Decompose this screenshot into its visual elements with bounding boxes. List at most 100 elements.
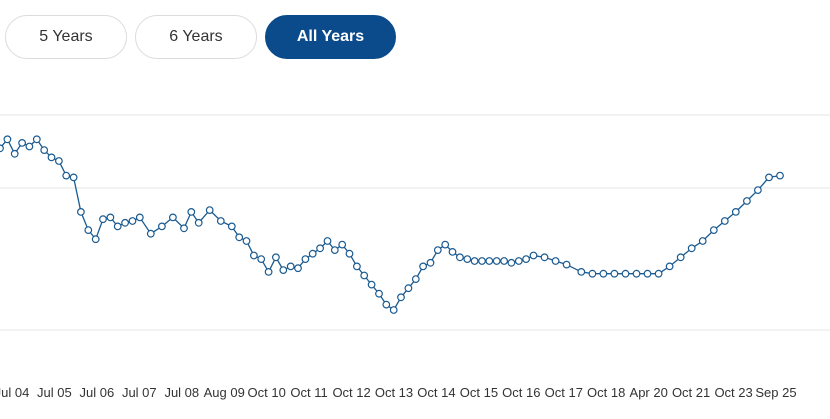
range-button-6-years[interactable]: 6 Years [135,15,257,59]
data-point[interactable] [32,135,41,144]
data-point[interactable] [632,269,641,278]
data-point[interactable] [665,262,674,271]
data-point[interactable] [0,144,4,153]
data-point[interactable] [146,229,155,238]
data-point[interactable] [106,213,115,222]
data-point[interactable] [478,257,486,265]
data-point[interactable] [754,186,762,195]
data-point[interactable] [257,255,266,264]
data-point[interactable] [187,207,196,216]
data-point[interactable] [709,226,718,235]
data-point[interactable] [419,262,428,271]
data-point[interactable] [776,171,784,180]
data-point[interactable] [84,226,93,235]
data-point[interactable] [375,289,383,298]
data-point[interactable] [456,253,464,262]
data-point[interactable] [18,138,27,147]
data-point[interactable] [323,237,332,245]
data-point[interactable] [249,251,258,260]
data-point[interactable] [411,275,420,284]
data-point[interactable] [338,240,347,249]
data-point[interactable] [135,213,144,222]
data-point[interactable] [10,149,19,158]
data-point[interactable] [316,244,325,253]
data-point[interactable] [551,257,560,265]
data-point[interactable] [47,153,56,162]
data-point[interactable] [621,269,630,278]
data-point[interactable] [643,269,652,278]
data-point[interactable] [485,257,494,265]
data-point[interactable] [765,173,773,182]
data-point[interactable] [404,284,413,293]
data-point[interactable] [168,213,177,222]
data-point[interactable] [308,249,317,258]
data-point[interactable] [426,258,435,267]
data-point[interactable] [157,222,166,231]
data-point[interactable] [194,218,203,227]
data-point[interactable] [382,300,391,309]
data-point[interactable] [562,260,571,269]
data-point[interactable] [687,244,696,253]
data-point[interactable] [522,255,530,264]
x-tick-label: Oct 15 [460,385,498,400]
data-point[interactable] [62,171,71,180]
data-point[interactable] [113,222,122,231]
data-point[interactable] [294,264,302,273]
data-point[interactable] [448,247,457,256]
data-point[interactable] [40,146,49,155]
data-point[interactable] [25,142,34,151]
data-point[interactable] [500,257,509,265]
x-tick-label: Oct 11 [290,385,327,400]
data-point[interactable] [205,206,214,215]
data-point[interactable] [397,293,405,302]
data-point[interactable] [698,237,707,245]
range-button-all-years[interactable]: All Years [265,15,396,59]
data-point[interactable] [279,266,288,275]
x-tick-label: Jul 05 [37,385,72,400]
data-point[interactable] [301,255,310,264]
data-point[interactable] [3,135,12,144]
data-point[interactable] [577,268,586,276]
data-point[interactable] [743,197,751,205]
data-point[interactable] [610,269,619,278]
data-point[interactable] [55,157,63,165]
data-point[interactable] [76,207,85,216]
data-point[interactable] [507,258,516,267]
data-point[interactable] [599,269,608,278]
data-point[interactable] [353,262,361,271]
data-point[interactable] [588,269,597,278]
data-point[interactable] [180,224,188,233]
x-tick-label: Oct 18 [587,385,625,400]
data-point[interactable] [69,173,78,182]
data-point[interactable] [345,249,354,258]
data-point[interactable] [514,257,523,265]
data-point[interactable] [470,257,479,265]
data-point[interactable] [330,246,339,255]
data-point[interactable] [264,268,273,276]
data-point[interactable] [654,269,663,278]
data-point[interactable] [272,253,280,262]
data-point[interactable] [433,246,442,255]
data-point[interactable] [529,251,538,260]
data-point[interactable] [731,207,740,216]
data-point[interactable] [242,237,251,245]
data-point[interactable] [235,233,244,242]
data-point[interactable] [91,235,100,244]
data-point[interactable] [216,217,225,225]
range-button-5-years[interactable]: 5 Years [5,15,127,59]
data-point[interactable] [286,262,295,271]
data-point[interactable] [121,218,129,227]
data-point[interactable] [492,257,501,265]
data-point[interactable] [227,222,236,231]
data-point[interactable] [463,255,472,264]
data-point[interactable] [389,306,398,314]
data-point[interactable] [441,240,450,249]
data-point[interactable] [360,271,369,280]
data-point[interactable] [99,215,107,224]
data-point[interactable] [128,217,137,225]
data-point[interactable] [720,217,729,225]
data-point[interactable] [676,253,685,262]
data-point[interactable] [540,253,549,262]
data-point[interactable] [367,280,376,289]
